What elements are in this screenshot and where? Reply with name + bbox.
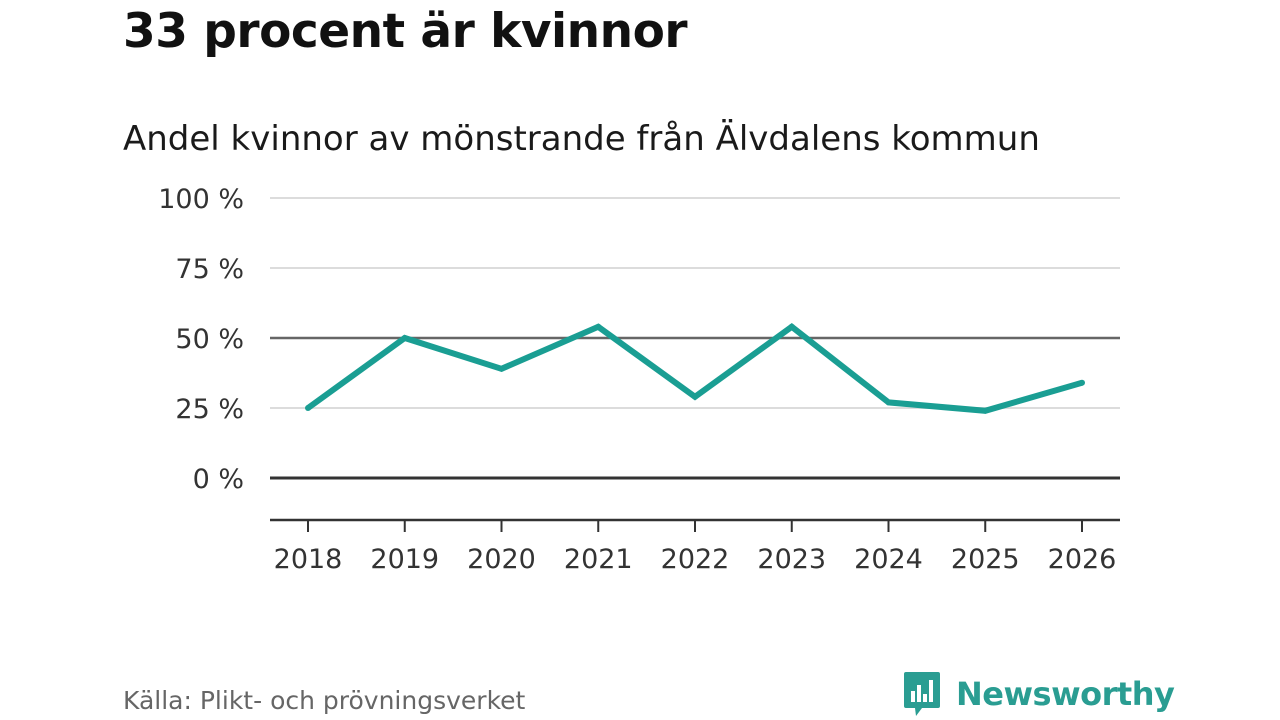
x-tick-label: 2023 (757, 544, 826, 575)
y-axis-tick-labels: 100 % 75 % 50 % 25 % 0 % (158, 184, 244, 495)
y-tick-label: 75 % (175, 254, 244, 285)
x-tick-label: 2020 (467, 544, 536, 575)
headline: 33 procent är kvinnor (123, 4, 688, 59)
data-point-2022 (692, 393, 698, 400)
x-tick-label: 2019 (370, 544, 439, 575)
x-axis: 2018 2019 2020 2021 2022 2023 2024 2025 2026 (270, 518, 1120, 575)
data-point-2021 (595, 323, 602, 330)
newsworthy-logo-icon (904, 672, 940, 716)
y-tick-label: 25 % (175, 394, 244, 425)
data-point-2023 (788, 323, 795, 330)
x-tick-label: 2026 (1048, 544, 1117, 575)
y-tick-label: 0 % (193, 464, 244, 495)
data-point-2024 (885, 399, 892, 406)
chart-subtitle: Andel kvinnor av mönstrande från Älvdale… (123, 119, 1040, 159)
x-tick-label: 2018 (274, 544, 343, 575)
series-layer (305, 323, 1085, 414)
grid-lines (270, 197, 1120, 409)
x-tick-label: 2021 (564, 544, 633, 575)
brand-name: Newsworthy (956, 675, 1175, 713)
x-tick-label: 2025 (951, 544, 1020, 575)
data-point-2020 (498, 365, 505, 372)
y-tick-label: 50 % (175, 324, 244, 355)
x-tick-label: 2024 (854, 544, 923, 575)
data-point-2025 (982, 407, 989, 414)
brand-logo-link[interactable]: Newsworthy (902, 668, 1175, 720)
x-tick-label: 2022 (661, 544, 730, 575)
data-point-2019 (401, 335, 408, 341)
data-point-2026 (1079, 379, 1085, 386)
y-tick-label: 100 % (158, 184, 244, 215)
data-point-2018 (305, 405, 311, 411)
source-credit: Källa: Plikt- och prövningsverket (123, 686, 526, 715)
